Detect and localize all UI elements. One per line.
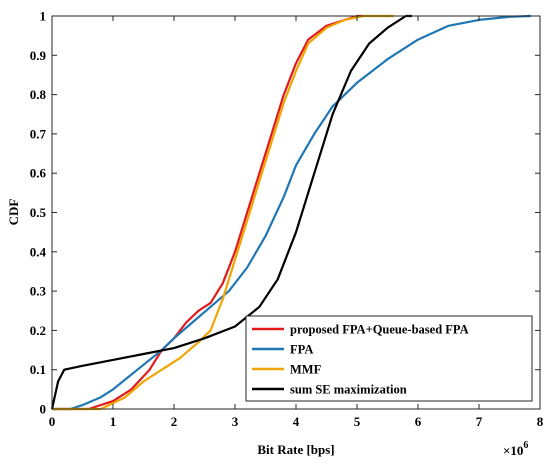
series-line-3 [52, 14, 394, 411]
series-line-2 [52, 14, 531, 411]
y-tick-label: 0.7 [30, 126, 47, 141]
legend-label: MMF [290, 363, 322, 377]
x-tick-label: 5 [354, 414, 361, 429]
x-tick-label: 2 [171, 414, 178, 429]
x-tick-label: 8 [537, 414, 544, 429]
ticks-layer: 0 1 2 3 4 5 6 7 8 0 0.1 0.2 0.3 0.4 0.5 0.6 0.7 0.8 0.9 1 [30, 9, 544, 430]
legend: proposed FPA+Queue-based FPA FPA MMF sum SE… [245, 315, 533, 402]
x-tick-label: 4 [293, 414, 300, 429]
x-axis-exponent-power: 6 [523, 440, 528, 451]
legend-box [245, 315, 533, 402]
legend-label: FPA [290, 343, 313, 357]
x-tick-label: 3 [232, 414, 239, 429]
y-tick-label: 1 [40, 9, 47, 24]
x-tick-label: 1 [110, 414, 117, 429]
y-tick-label: 0.6 [30, 166, 47, 181]
x-axis-exponent-base: ×10 [503, 443, 523, 458]
series-layer [50, 14, 531, 411]
legend-label: proposed FPA+Queue-based FPA [290, 323, 469, 337]
series-line-1 [52, 14, 364, 411]
y-tick-label: 0.8 [30, 87, 47, 102]
x-axis-exponent: ×106 [503, 440, 528, 458]
x-axis-label: Bit Rate [bps] [257, 442, 334, 457]
y-tick-label: 0.3 [30, 284, 47, 299]
y-tick-label: 0.9 [30, 48, 47, 63]
y-axis-label: CDF [6, 199, 21, 226]
x-tick-label: 0 [49, 414, 56, 429]
y-tick-label: 0.4 [30, 244, 47, 259]
y-tick-label: 0.1 [30, 362, 46, 377]
y-tick-label: 0.2 [30, 323, 46, 338]
y-tick-label: 0 [40, 402, 47, 417]
x-tick-label: 7 [476, 414, 483, 429]
legend-label: sum SE maximization [290, 383, 407, 397]
x-tick-label: 6 [415, 414, 422, 429]
series-line-4 [50, 14, 412, 410]
y-tick-label: 0.5 [30, 205, 47, 220]
